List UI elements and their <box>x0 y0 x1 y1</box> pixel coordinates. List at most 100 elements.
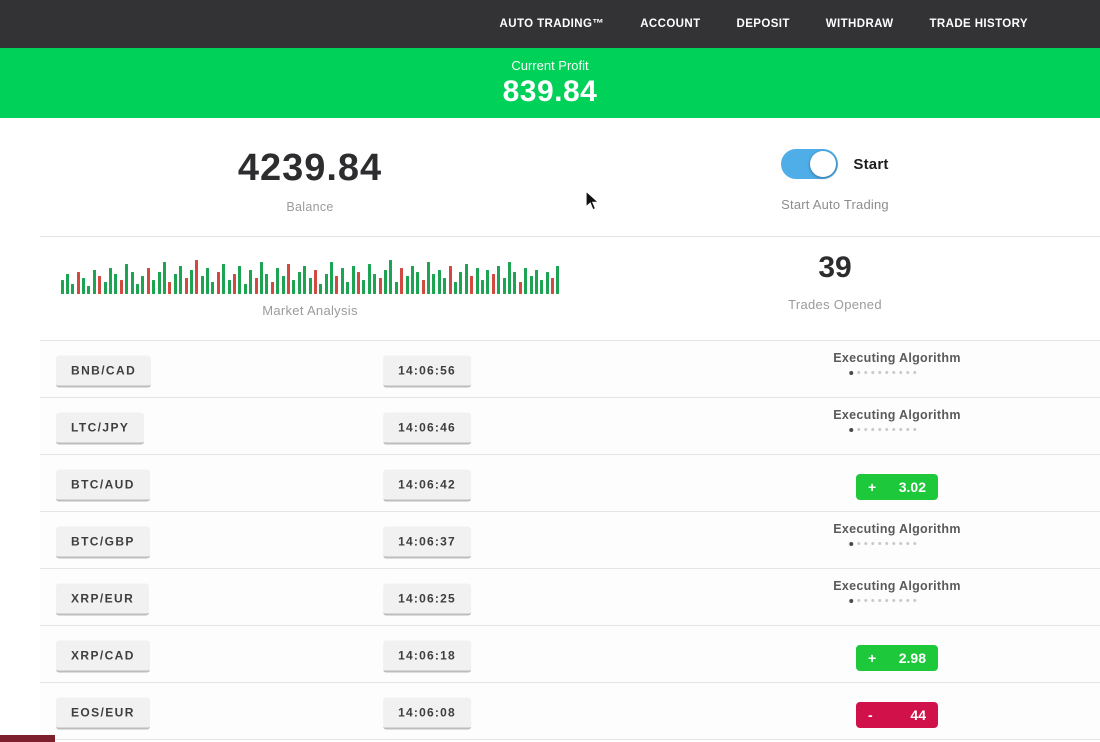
market-bar <box>259 262 263 294</box>
trade-status-slot: + 3.02 <box>856 455 938 511</box>
market-bar <box>125 264 129 294</box>
result-badge: - 44 <box>856 702 938 728</box>
executing-label: Executing Algorithm <box>833 408 961 422</box>
trades-opened-label: Trades Opened <box>788 297 882 312</box>
market-bar <box>281 276 285 294</box>
market-bar <box>524 268 528 294</box>
market-bar <box>475 268 479 294</box>
loader-dot <box>857 371 861 374</box>
loader-dot <box>857 542 861 545</box>
market-bar <box>497 266 501 294</box>
pair-chip-label: XRP/CAD <box>71 648 135 663</box>
balance-value: 4239.84 <box>237 147 383 189</box>
nav-item-auto-trading[interactable]: AUTO TRADING™ <box>499 18 605 30</box>
market-bar <box>65 274 69 294</box>
loader-dot <box>871 599 875 602</box>
market-bar <box>410 266 414 294</box>
pair-chip-label: BTC/AUD <box>71 477 135 492</box>
market-bar <box>518 282 522 294</box>
market-bar <box>211 282 215 294</box>
badge-amount: 3.02 <box>898 479 926 495</box>
market-bar <box>98 276 102 294</box>
market-bar <box>405 276 409 294</box>
executing-status: Executing Algorithm <box>833 512 960 546</box>
executing-label: Executing Algorithm <box>833 579 961 593</box>
time-chip: 14:06:42 <box>383 469 471 502</box>
market-bar <box>486 270 490 294</box>
market-bar <box>146 268 150 294</box>
loader-dot <box>849 598 854 603</box>
balance-toggle-row: 4239.84 Balance Start Start Auto Trading <box>0 118 1100 237</box>
loader-dot <box>906 542 910 545</box>
market-bar <box>130 272 134 294</box>
pair-chip-label: BNB/CAD <box>71 363 137 378</box>
trades-list: BNB/CAD 14:06:56 Executing Algorithm LTC… <box>40 341 1100 740</box>
pair-chip-label: EOS/EUR <box>71 705 135 720</box>
market-bar <box>556 266 560 294</box>
current-profit-banner: Current Profit 839.84 <box>0 48 1100 118</box>
time-chip: 14:06:08 <box>383 697 471 730</box>
market-bar <box>362 280 366 294</box>
nav-item-withdraw[interactable]: WITHDRAW <box>825 18 894 30</box>
market-bar <box>200 276 204 294</box>
market-bar <box>551 278 555 294</box>
badge-sign: - <box>868 707 873 723</box>
market-bar <box>400 268 404 294</box>
market-bar <box>308 278 312 294</box>
market-bar <box>313 270 317 294</box>
market-bar <box>540 280 544 294</box>
loader-dot <box>913 599 917 602</box>
market-analysis-row: Market Analysis 39 Trades Opened <box>0 237 1100 341</box>
market-bar <box>249 270 253 294</box>
loader-dot <box>892 428 896 431</box>
market-bar <box>432 274 436 294</box>
current-profit-label: Current Profit <box>511 57 589 73</box>
market-analysis-chart <box>60 257 560 294</box>
loader-dots <box>849 541 917 546</box>
loader-dot <box>913 371 917 374</box>
market-bar <box>502 278 506 294</box>
market-bar <box>421 280 425 294</box>
market-bar <box>173 274 177 294</box>
market-bar <box>227 280 231 294</box>
loader-dot <box>864 371 868 374</box>
trades-opened-block: 39 Trades Opened <box>620 237 1050 341</box>
loader-dot <box>878 599 882 602</box>
loader-dot <box>892 371 896 374</box>
start-toggle[interactable] <box>781 149 839 179</box>
market-bar <box>254 278 258 294</box>
loader-dot <box>892 599 896 602</box>
trade-row: LTC/JPY 14:06:46 Executing Algorithm <box>40 398 1100 455</box>
pair-chip: BNB/CAD <box>56 355 152 388</box>
trade-row: BNB/CAD 14:06:56 Executing Algorithm <box>40 341 1100 398</box>
trade-status-slot: - 44 <box>856 683 938 739</box>
market-bar <box>416 272 420 294</box>
loader-dots <box>849 370 917 375</box>
market-bar <box>184 278 188 294</box>
balance-label: Balance <box>286 200 334 214</box>
market-bar <box>351 266 355 294</box>
market-bar <box>233 274 237 294</box>
time-chip: 14:06:56 <box>383 355 471 388</box>
executing-status: Executing Algorithm <box>833 398 960 432</box>
market-bar <box>157 272 161 294</box>
trade-status-slot: + 2.98 <box>856 626 938 682</box>
market-bar <box>534 270 538 294</box>
market-bar <box>87 286 91 294</box>
nav-item-account[interactable]: ACCOUNT <box>640 18 701 30</box>
badge-amount: 2.98 <box>898 650 926 666</box>
market-bar <box>383 270 387 294</box>
executing-label: Executing Algorithm <box>833 351 961 365</box>
trade-row: XRP/EUR 14:06:25 Executing Algorithm <box>40 569 1100 626</box>
market-bar <box>464 264 468 294</box>
loader-dot <box>899 542 903 545</box>
market-bar <box>529 276 533 294</box>
market-bar <box>195 260 199 294</box>
top-nav: AUTO TRADING™ ACCOUNT DEPOSIT WITHDRAW T… <box>0 0 1100 48</box>
nav-item-trade-history[interactable]: TRADE HISTORY <box>929 18 1028 30</box>
executing-status: Executing Algorithm <box>833 341 960 375</box>
market-analysis-block: Market Analysis <box>0 237 620 341</box>
market-bar <box>206 268 210 294</box>
nav-item-deposit[interactable]: DEPOSIT <box>736 18 790 30</box>
market-bar <box>265 274 269 294</box>
